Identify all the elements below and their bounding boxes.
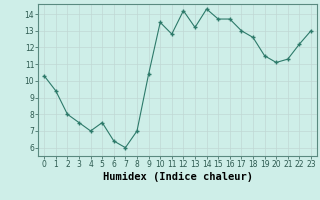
X-axis label: Humidex (Indice chaleur): Humidex (Indice chaleur) bbox=[103, 172, 252, 182]
